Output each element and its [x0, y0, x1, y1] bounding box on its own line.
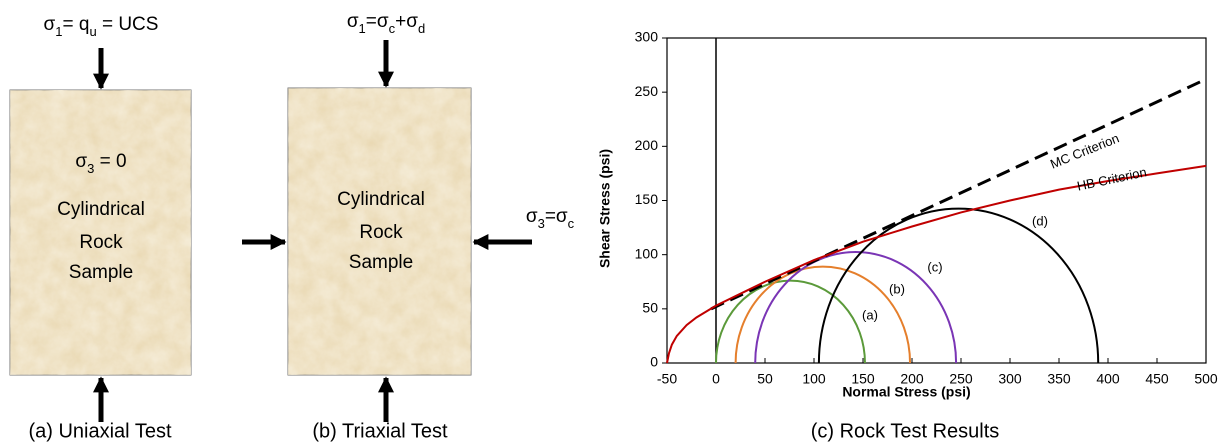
text-part: σ	[75, 151, 87, 172]
text-part: Cylindrical	[57, 199, 145, 220]
x-tick-label: 400	[1096, 371, 1120, 387]
circle-label: (b)	[889, 281, 905, 296]
circle-label: (c)	[927, 259, 942, 274]
text-part: σ	[347, 11, 359, 32]
sample-label: σ3 = 0	[75, 151, 126, 176]
y-tick-label: 0	[650, 354, 658, 370]
x-axis-label: Normal Stress (psi)	[842, 384, 970, 400]
text-part: 3	[538, 216, 545, 231]
circle-label: (d)	[1032, 213, 1048, 228]
sample-label: Rock	[359, 222, 403, 243]
x-tick-label: 500	[1194, 371, 1218, 387]
criterion-line	[710, 77, 1207, 311]
y-axis-label: Shear Stress (psi)	[597, 149, 613, 268]
text-part: 1	[359, 21, 366, 36]
sample-label: Sample	[69, 262, 133, 283]
sample-label: Cylindrical	[57, 199, 145, 220]
text-part: σ	[526, 206, 538, 227]
text-part: =σ	[545, 206, 568, 227]
text-part: c	[389, 21, 396, 36]
sample-label: Cylindrical	[337, 189, 425, 210]
caption: (c) Rock Test Results	[811, 420, 1000, 442]
y-tick-label: 150	[635, 191, 659, 207]
x-tick-label: 450	[1145, 371, 1169, 387]
text-part: Sample	[349, 252, 413, 273]
chart: -50 0 50 100 150 200 250 300 350 400 450 5000501001…	[597, 29, 1218, 443]
text-part: = UCS	[97, 14, 159, 35]
y-tick-label: 50	[642, 300, 658, 316]
text-part: 1	[55, 24, 62, 39]
sample-label: Rock	[79, 232, 123, 253]
text-part: Cylindrical	[337, 189, 425, 210]
text-part: u	[89, 24, 96, 39]
text-part: Rock	[359, 222, 403, 243]
sample-label: Sample	[349, 252, 413, 273]
x-tick-label: 200	[900, 371, 924, 387]
y-tick-label: 300	[635, 29, 659, 45]
x-tick-label: 350	[1047, 371, 1071, 387]
text-part: d	[418, 21, 425, 36]
text-part: 3	[87, 161, 94, 176]
mohr-circle	[734, 265, 912, 364]
rock-texture	[288, 88, 471, 375]
x-tick-label: 100	[802, 371, 826, 387]
caption: (a) Uniaxial Test	[28, 420, 171, 442]
caption: (b) Triaxial Test	[312, 420, 448, 442]
x-tick-label: 150	[851, 371, 875, 387]
x-tick-label: 300	[998, 371, 1022, 387]
rock-texture	[10, 90, 191, 375]
load-label: σ1= qu = UCS	[44, 14, 159, 39]
text-part: c	[568, 216, 575, 231]
circle-label: (a)	[862, 307, 878, 322]
text-part: +σ	[395, 11, 418, 32]
text-part: Rock	[79, 232, 123, 253]
text-part: =σ	[366, 11, 389, 32]
confining-label: σ3=σc	[526, 206, 575, 231]
criterion-label: HB Criterion	[1076, 164, 1148, 193]
y-tick-label: 200	[635, 137, 659, 153]
text-part: = q	[63, 14, 90, 35]
text-part: σ	[44, 14, 56, 35]
y-tick-label: 100	[635, 245, 659, 261]
text-part: Sample	[69, 262, 133, 283]
x-tick-label: 50	[757, 371, 773, 387]
x-tick-label: 0	[712, 371, 720, 387]
mohr-circle	[817, 207, 1100, 364]
y-tick-label: 250	[635, 83, 659, 99]
x-tick-label: 250	[949, 371, 973, 387]
mohr-circle	[754, 250, 958, 364]
mohr-circle	[715, 279, 866, 364]
load-label: σ1=σc+σd	[347, 11, 425, 36]
criterion-line	[666, 164, 1207, 364]
text-part: = 0	[94, 151, 126, 172]
x-tick-label: -50	[657, 371, 677, 387]
